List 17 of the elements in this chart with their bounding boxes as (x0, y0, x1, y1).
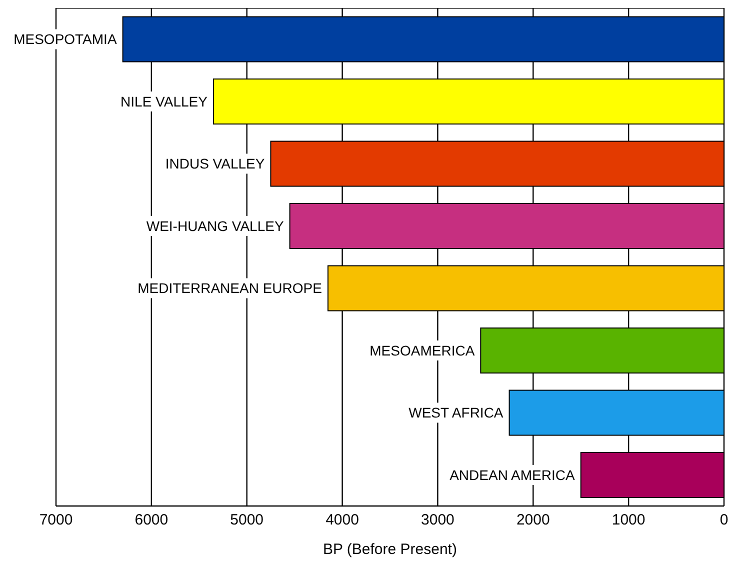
x-tick-label: 2000 (516, 512, 550, 529)
x-tick-label: 0 (720, 512, 728, 529)
x-tick-label: 5000 (230, 512, 264, 529)
y-tick-label: NILE VALLEY (120, 93, 208, 110)
y-tick-label: MESOPOTAMIA (14, 31, 118, 48)
y-tick-label: WEST AFRICA (408, 404, 504, 421)
x-tick-label: 6000 (134, 512, 168, 529)
y-tick-label: INDUS VALLEY (165, 156, 266, 172)
x-tick-label: 4000 (326, 512, 359, 529)
y-tick-label: MEDITERRANEAN EUROPE (138, 280, 322, 296)
x-tick-label: 3000 (421, 512, 454, 529)
y-tick-label: WEI-HUANG VALLEY (146, 218, 284, 234)
x-tick-label: 1000 (612, 512, 646, 529)
x-tick-label: 7000 (39, 512, 73, 529)
y-tick-label: ANDEAN AMERICA (450, 466, 576, 483)
x-axis-title: BP (Before Present) (323, 541, 457, 558)
y-tick-label: MESOAMERICA (370, 342, 476, 358)
